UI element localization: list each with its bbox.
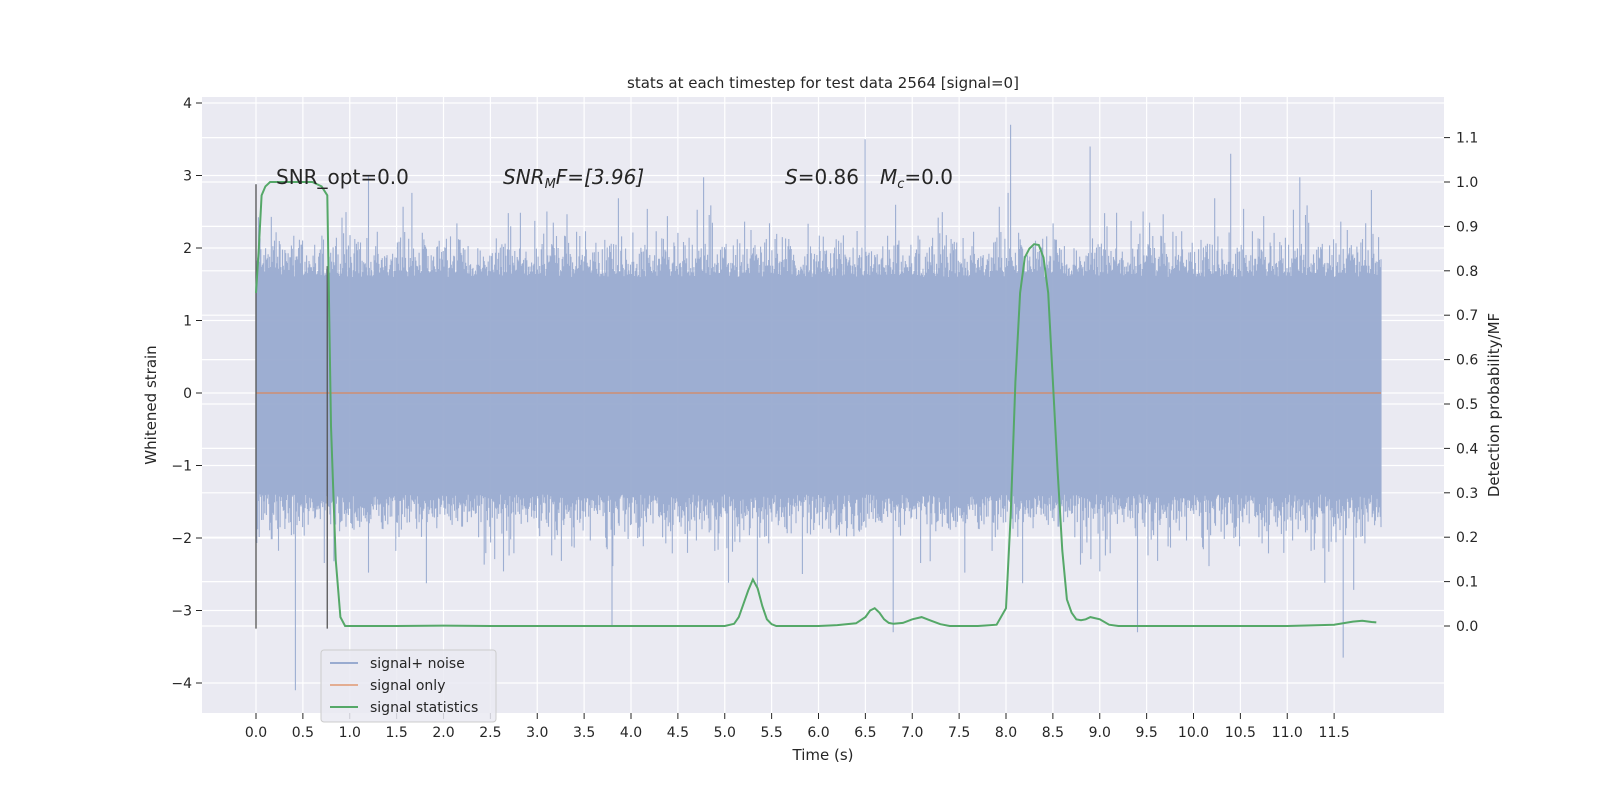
- x-tick-label: 2.5: [479, 725, 501, 741]
- x-tick-label: 3.0: [526, 725, 548, 741]
- chart-title: stats at each timestep for test data 256…: [627, 74, 1019, 92]
- x-tick-label: 11.5: [1319, 725, 1350, 741]
- y-axis-label: Whitened strain: [142, 345, 160, 464]
- y-tick-label: 4: [183, 96, 192, 112]
- y2-tick-label: 0.3: [1456, 486, 1478, 502]
- x-tick-label: 6.0: [807, 725, 829, 741]
- y2-tick-label: 0.9: [1456, 219, 1478, 235]
- y-axis-ticks: −4 −3 −2 −1 0 1 2 3 4: [171, 96, 202, 692]
- x-axis-label: Time (s): [792, 746, 854, 764]
- y2-tick-label: 1.0: [1456, 175, 1478, 191]
- series-signal-statistics: [255, 181, 1377, 627]
- x-tick-label: 7.5: [948, 725, 970, 741]
- x-tick-label: 10.5: [1225, 725, 1256, 741]
- annotation-mc: Mc=0.0: [880, 165, 953, 192]
- y-tick-label: −3: [171, 604, 192, 620]
- y2-tick-label: 0.7: [1456, 308, 1478, 324]
- x-axis-ticks: 0.0 0.5 1.0 1.5 2.0 2.5 3.0 3.5 4.0 4.5 5.0 5.5 6.0 6…: [245, 713, 1350, 741]
- y2-tick-label: 1.1: [1456, 131, 1478, 147]
- x-tick-label: 4.0: [620, 725, 642, 741]
- x-tick-label: 5.0: [714, 725, 736, 741]
- y2-tick-label: 0.6: [1456, 353, 1478, 369]
- x-tick-label: 0.5: [292, 725, 314, 741]
- x-tick-label: 5.5: [760, 725, 782, 741]
- legend: signal+ noise signal only signal statist…: [320, 649, 497, 723]
- annotation-s: S=0.86: [785, 165, 859, 189]
- y2-axis-label: Detection probability/MF: [1485, 313, 1503, 497]
- y2-tick-label: 0.4: [1456, 441, 1478, 457]
- x-tick-label: 0.0: [245, 725, 267, 741]
- y2-tick-label: 0.2: [1456, 530, 1478, 546]
- x-tick-label: 4.5: [667, 725, 689, 741]
- x-tick-label: 3.5: [573, 725, 595, 741]
- annotation-snr-opt: SNR_opt=0.0: [276, 165, 409, 189]
- y-tick-label: 0: [183, 386, 192, 402]
- x-tick-label: 10.0: [1178, 725, 1209, 741]
- x-tick-label: 1.5: [385, 725, 407, 741]
- x-tick-label: 1.0: [339, 725, 361, 741]
- legend-label-signal-only: signal only: [370, 678, 445, 694]
- x-tick-label: 6.5: [854, 725, 876, 741]
- y-tick-label: 2: [183, 241, 192, 257]
- x-tick-label: 7.0: [901, 725, 923, 741]
- y-tick-label: 1: [183, 314, 192, 330]
- y2-tick-label: 0.8: [1456, 264, 1478, 280]
- x-tick-label: 8.5: [1042, 725, 1064, 741]
- y-tick-label: 3: [183, 169, 192, 185]
- x-tick-label: 11.0: [1272, 725, 1303, 741]
- y2-axis-ticks: 0.0 0.1 0.2 0.3 0.4 0.5 0.6 0.7 0.8 0.9 1.0 1.1: [1444, 131, 1478, 635]
- x-tick-label: 2.0: [432, 725, 454, 741]
- annotation-snr-mf: SNRMF=[3.96]: [503, 165, 644, 192]
- legend-box: [320, 649, 497, 723]
- y-tick-label: −4: [171, 676, 192, 692]
- y2-tick-label: 0.0: [1456, 619, 1478, 635]
- legend-label-signal-plus-noise: signal+ noise: [370, 656, 465, 672]
- legend-label-signal-statistics: signal statistics: [370, 700, 478, 716]
- time-markers: [255, 184, 328, 629]
- y-tick-label: −1: [171, 459, 192, 475]
- x-tick-label: 9.0: [1089, 725, 1111, 741]
- y2-tick-label: 0.5: [1456, 397, 1478, 413]
- y-tick-label: −2: [171, 531, 192, 547]
- x-tick-label: 8.0: [995, 725, 1017, 741]
- y2-tick-label: 0.1: [1456, 575, 1478, 591]
- x-tick-label: 9.5: [1135, 725, 1157, 741]
